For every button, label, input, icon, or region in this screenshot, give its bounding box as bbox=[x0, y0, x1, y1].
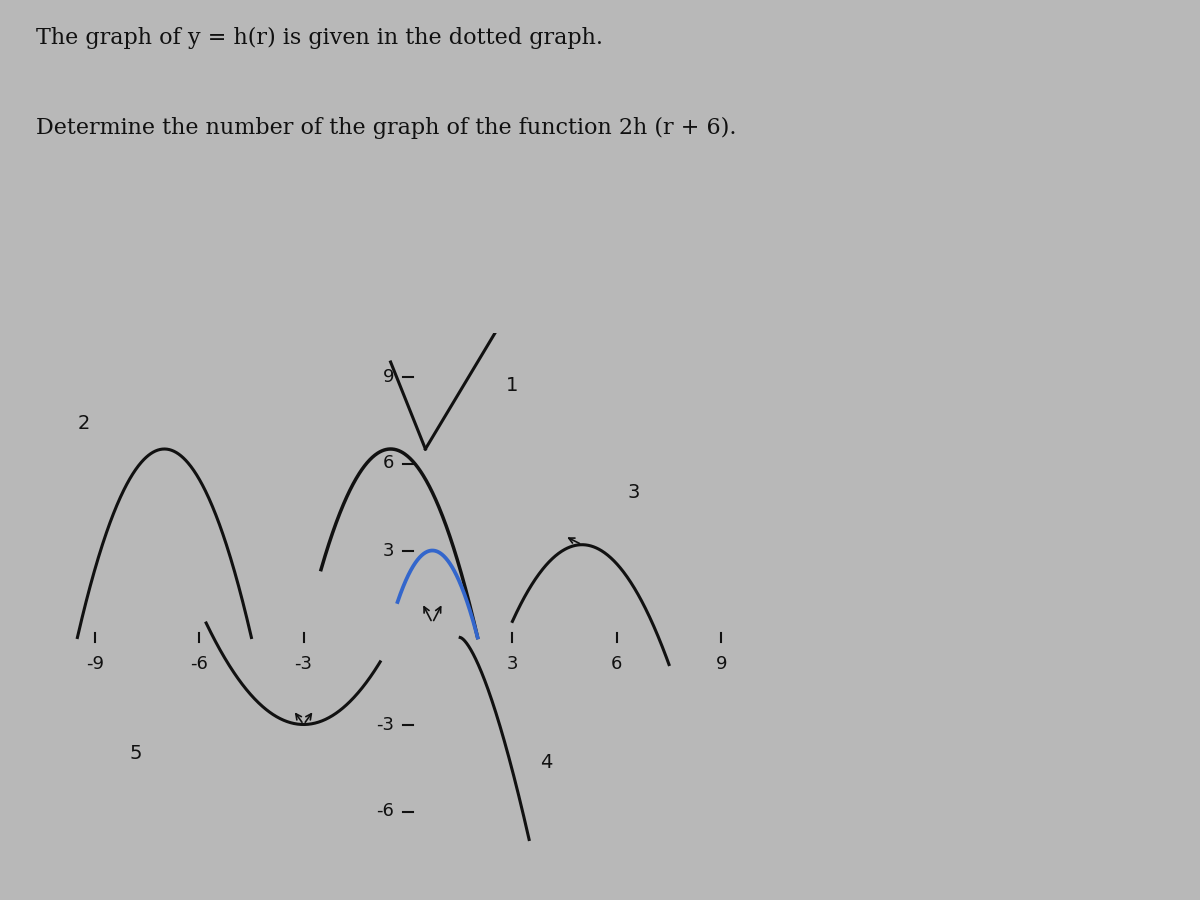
Text: -3: -3 bbox=[295, 655, 312, 673]
Text: 5: 5 bbox=[130, 744, 142, 763]
Text: 3: 3 bbox=[628, 483, 640, 502]
Text: Determine the number of the graph of the function 2h (r + 6).: Determine the number of the graph of the… bbox=[36, 117, 737, 140]
Text: 3: 3 bbox=[506, 655, 518, 673]
Text: 9: 9 bbox=[383, 367, 394, 385]
Text: -9: -9 bbox=[85, 655, 103, 673]
Text: 6: 6 bbox=[611, 655, 623, 673]
Text: -6: -6 bbox=[191, 655, 208, 673]
Text: 2: 2 bbox=[77, 414, 90, 433]
Text: 1: 1 bbox=[505, 376, 518, 395]
Text: -6: -6 bbox=[377, 803, 394, 821]
Text: -3: -3 bbox=[376, 716, 394, 733]
Text: The graph of y = h(r) is given in the dotted graph.: The graph of y = h(r) is given in the do… bbox=[36, 27, 604, 50]
Text: 4: 4 bbox=[540, 753, 553, 772]
Text: 9: 9 bbox=[715, 655, 727, 673]
Text: 6: 6 bbox=[383, 454, 394, 472]
Text: 3: 3 bbox=[383, 542, 394, 560]
